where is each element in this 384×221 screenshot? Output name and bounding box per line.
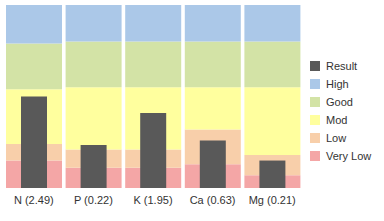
html-text:Low: Low [326,131,347,144]
html-text:High: High [326,77,349,90]
svg-text:Mg (0.21): Mg (0.21) [249,194,296,206]
html-text:Good: Good [326,95,353,108]
svg-text:K (1.95): K (1.95) [133,194,172,206]
html-text:Result: Result [326,59,358,72]
svg-text:N (2.49): N (2.49) [14,194,54,206]
html-text:Mod: Mod [326,113,348,126]
svg-text:Ca (0.63): Ca (0.63) [190,194,236,206]
svg-text:P (0.22): P (0.22) [74,194,113,206]
html-text:Very Low: Very Low [326,149,372,162]
